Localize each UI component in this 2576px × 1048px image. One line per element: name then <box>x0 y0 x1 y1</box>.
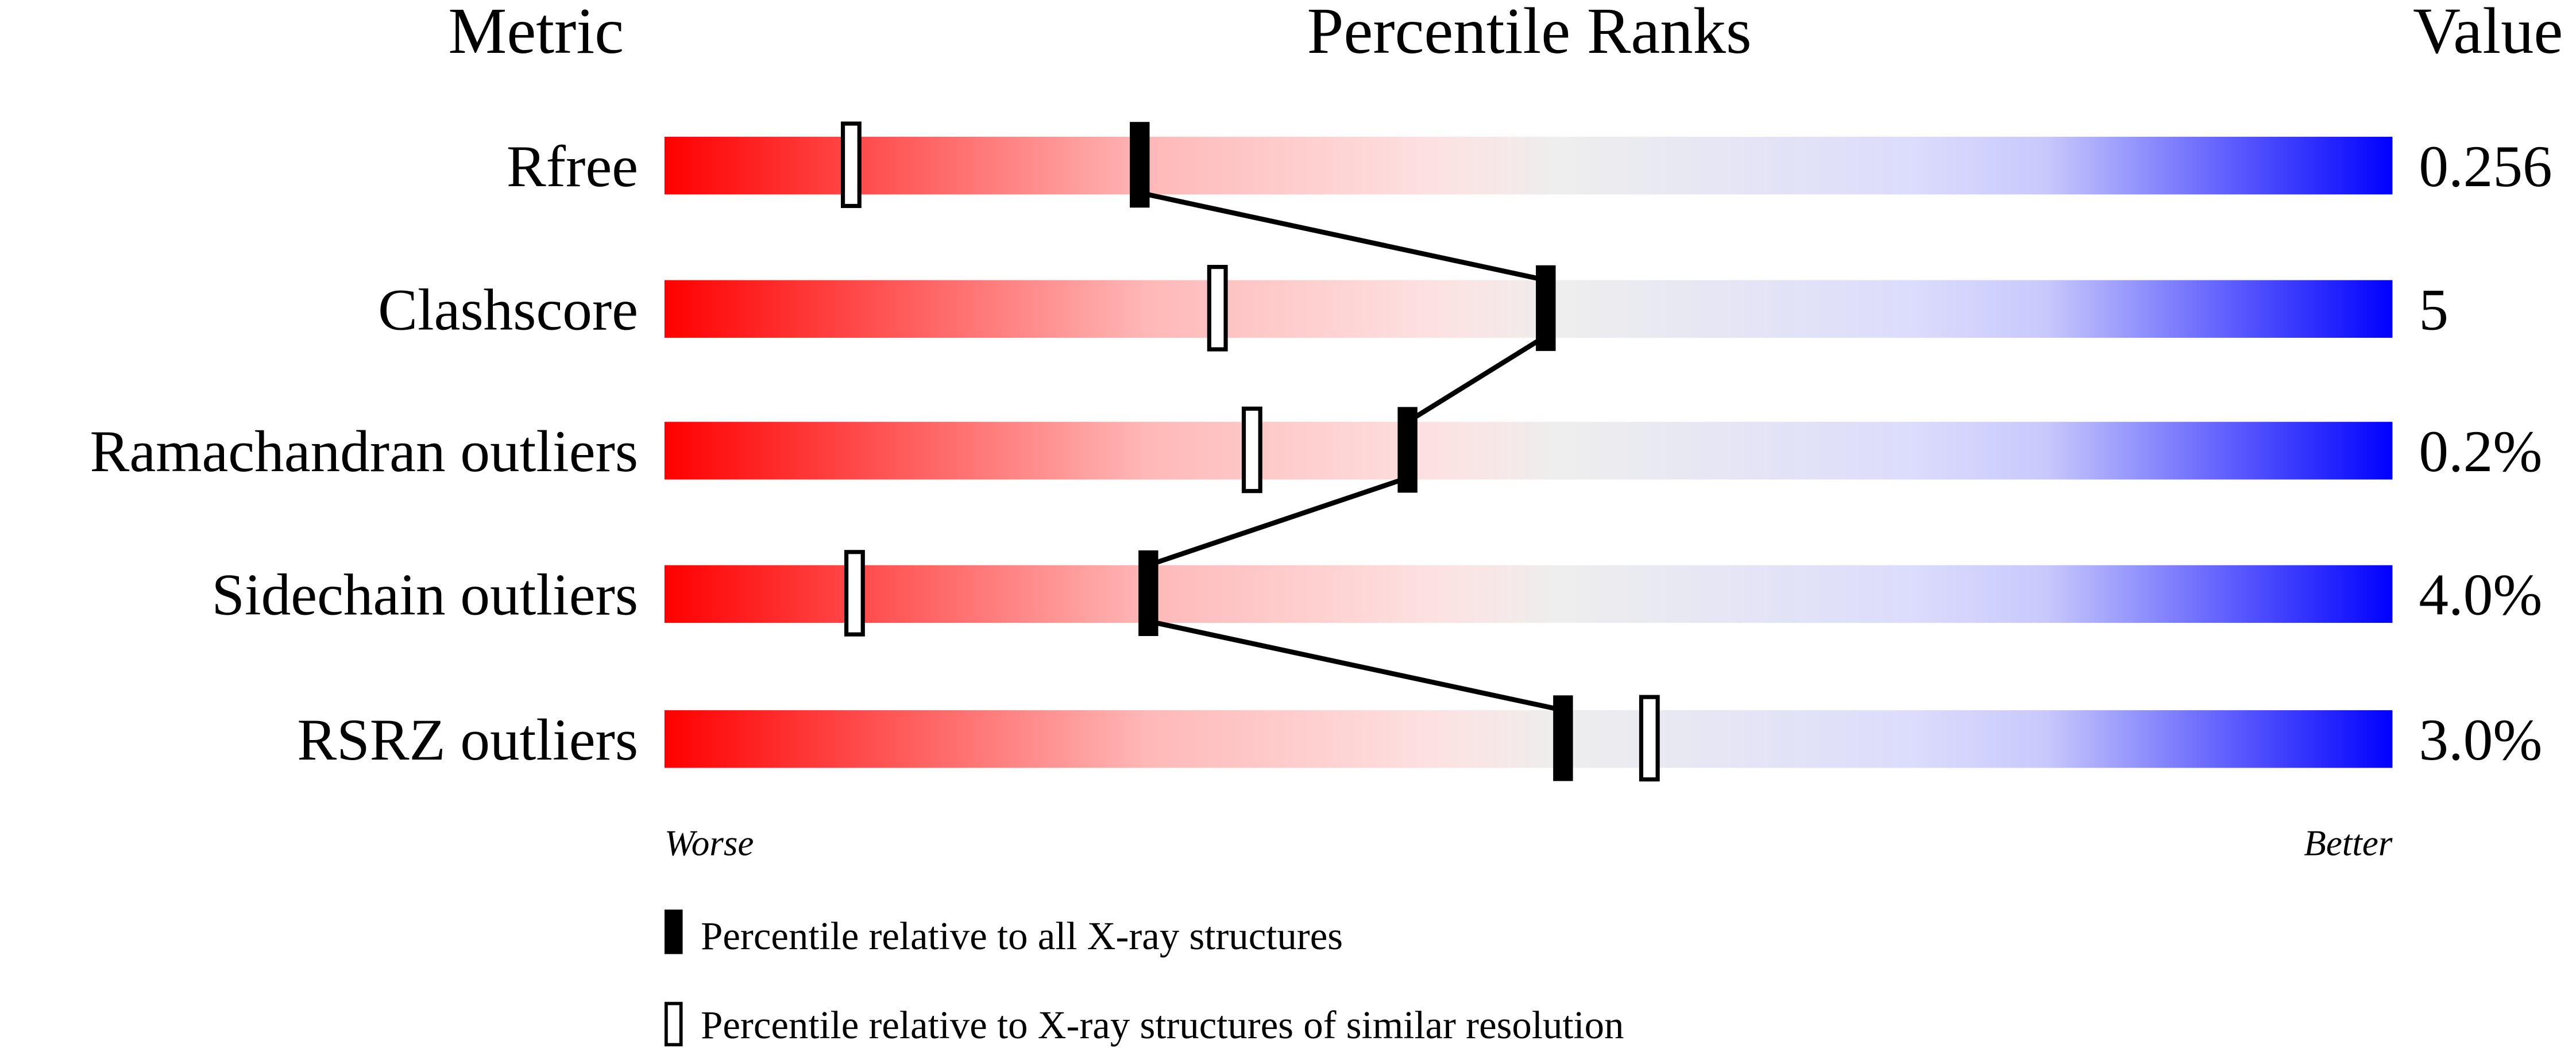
connector-line <box>1148 619 1564 713</box>
marker-all-structures <box>1553 695 1573 781</box>
marker-all-structures <box>1536 265 1556 351</box>
better-label: Better <box>2304 823 2393 863</box>
metric-label: Ramachandran outliers <box>90 419 639 484</box>
marker-similar-resolution <box>1207 265 1228 352</box>
metric-label: Clashscore <box>378 278 638 343</box>
metric-value: 4.0% <box>2419 562 2542 628</box>
marker-similar-resolution <box>844 550 865 637</box>
metric-value: 3.0% <box>2419 707 2542 773</box>
percentile-bar <box>664 280 2393 338</box>
legend-all-label: Percentile relative to all X-ray structu… <box>701 914 1343 958</box>
connector-line <box>1406 334 1547 424</box>
metric-value: 5 <box>2419 278 2448 343</box>
marker-all-structures <box>1130 122 1150 208</box>
header-percentile-ranks: Percentile Ranks <box>1307 0 1752 67</box>
legend-similar-label: Percentile relative to X-ray structures … <box>701 1003 1624 1047</box>
connector-line <box>1147 475 1408 568</box>
marker-similar-resolution <box>1241 406 1262 494</box>
percentile-bar <box>664 422 2393 480</box>
marker-similar-resolution <box>840 121 862 209</box>
legend-filled-marker <box>664 910 683 954</box>
header-metric: Metric <box>448 0 624 67</box>
worse-label: Worse <box>665 823 754 863</box>
metric-value: 0.2% <box>2419 419 2542 484</box>
marker-all-structures <box>1397 407 1418 493</box>
metric-label: Sidechain outliers <box>212 562 639 628</box>
metric-label: RSRZ outliers <box>297 707 638 773</box>
percentile-bar <box>664 137 2393 195</box>
connector-line <box>1139 190 1547 283</box>
header-value: Value <box>2413 0 2563 67</box>
percentile-bar <box>664 710 2393 768</box>
metric-value: 0.256 <box>2419 134 2552 199</box>
percentile-bar <box>664 565 2393 623</box>
metric-label: Rfree <box>507 134 638 199</box>
marker-all-structures <box>1138 550 1158 637</box>
marker-similar-resolution <box>1639 695 1660 782</box>
legend-open-marker <box>664 1001 683 1047</box>
